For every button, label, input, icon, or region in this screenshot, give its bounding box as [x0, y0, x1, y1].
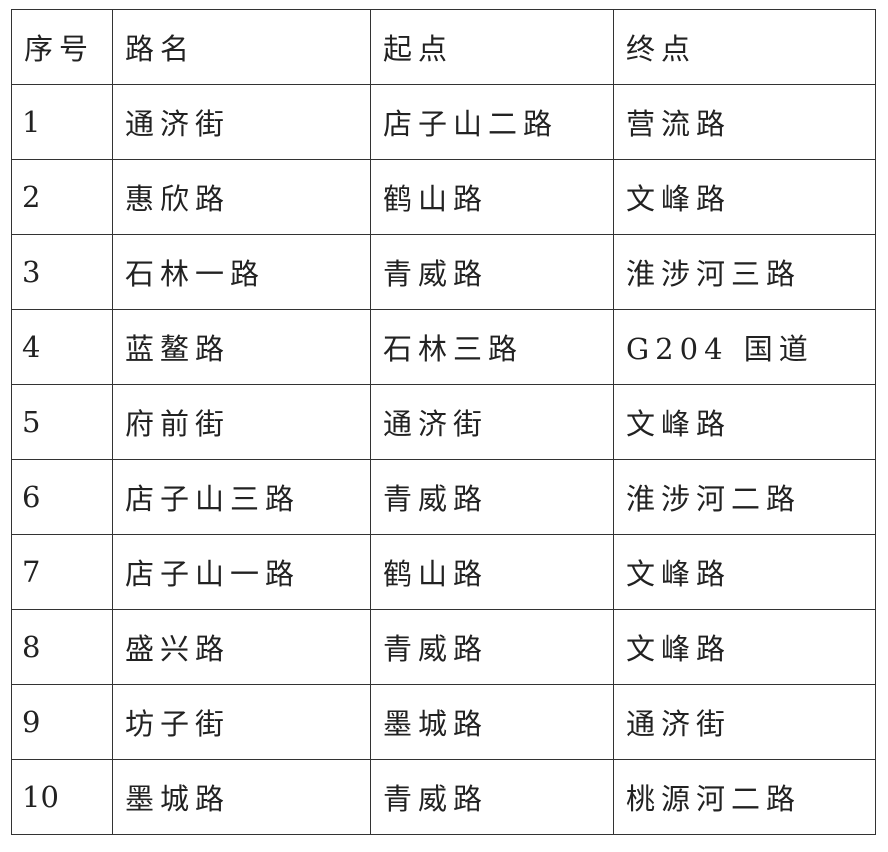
cell-road-name: 店子山一路: [112, 534, 371, 610]
cell-index: 10: [11, 759, 113, 835]
cell-end: 淮涉河三路: [613, 234, 876, 310]
header-index: 序号: [11, 9, 113, 85]
cell-end: 桃源河二路: [613, 759, 876, 835]
cell-index: 3: [11, 234, 113, 310]
table-row: 2 惠欣路 鹤山路 文峰路: [11, 159, 876, 235]
cell-start: 墨城路: [370, 684, 614, 760]
cell-index: 9: [11, 684, 113, 760]
header-end: 终点: [613, 9, 876, 85]
cell-start: 青威路: [370, 459, 614, 535]
cell-road-name: 惠欣路: [112, 159, 371, 235]
cell-end: 文峰路: [613, 159, 876, 235]
table-row: 8 盛兴路 青威路 文峰路: [11, 609, 876, 685]
cell-start: 石林三路: [370, 309, 614, 385]
cell-road-name: 蓝鳌路: [112, 309, 371, 385]
cell-end: 营流路: [613, 84, 876, 160]
table-row: 7 店子山一路 鹤山路 文峰路: [11, 534, 876, 610]
cell-end: 文峰路: [613, 534, 876, 610]
cell-road-name: 坊子街: [112, 684, 371, 760]
cell-end: 淮涉河二路: [613, 459, 876, 535]
cell-start: 青威路: [370, 759, 614, 835]
header-start: 起点: [370, 9, 614, 85]
table-row: 5 府前街 通济街 文峰路: [11, 384, 876, 460]
cell-index: 7: [11, 534, 113, 610]
cell-start: 通济街: [370, 384, 614, 460]
cell-start: 鹤山路: [370, 534, 614, 610]
table-row: 4 蓝鳌路 石林三路 G204 国道: [11, 309, 876, 385]
cell-start: 鹤山路: [370, 159, 614, 235]
cell-index: 6: [11, 459, 113, 535]
cell-road-name: 盛兴路: [112, 609, 371, 685]
cell-start: 青威路: [370, 609, 614, 685]
table-row: 6 店子山三路 青威路 淮涉河二路: [11, 459, 876, 535]
cell-index: 1: [11, 84, 113, 160]
header-road-name: 路名: [112, 9, 371, 85]
cell-index: 4: [11, 309, 113, 385]
cell-index: 5: [11, 384, 113, 460]
table-row: 3 石林一路 青威路 淮涉河三路: [11, 234, 876, 310]
table-row: 1 通济街 店子山二路 营流路: [11, 84, 876, 160]
cell-end: 通济街: [613, 684, 876, 760]
cell-road-name: 店子山三路: [112, 459, 371, 535]
table-row: 9 坊子街 墨城路 通济街: [11, 684, 876, 760]
cell-end: G204 国道: [613, 309, 876, 385]
road-table: 序号 路名 起点 终点 1 通济街 店子山二路 营流路 2 惠欣路 鹤山路 文峰路 3 石林一路青…: [11, 9, 876, 835]
cell-start: 青威路: [370, 234, 614, 310]
cell-road-name: 通济街: [112, 84, 371, 160]
table-row: 10 墨城路 青威路 桃源河二路: [11, 759, 876, 835]
cell-start: 店子山二路: [370, 84, 614, 160]
cell-road-name: 石林一路: [112, 234, 371, 310]
cell-end: 文峰路: [613, 384, 876, 460]
cell-road-name: 府前街: [112, 384, 371, 460]
cell-end: 文峰路: [613, 609, 876, 685]
cell-index: 8: [11, 609, 113, 685]
cell-road-name: 墨城路: [112, 759, 371, 835]
cell-index: 2: [11, 159, 113, 235]
header-row: 序号 路名 起点 终点: [11, 9, 876, 85]
